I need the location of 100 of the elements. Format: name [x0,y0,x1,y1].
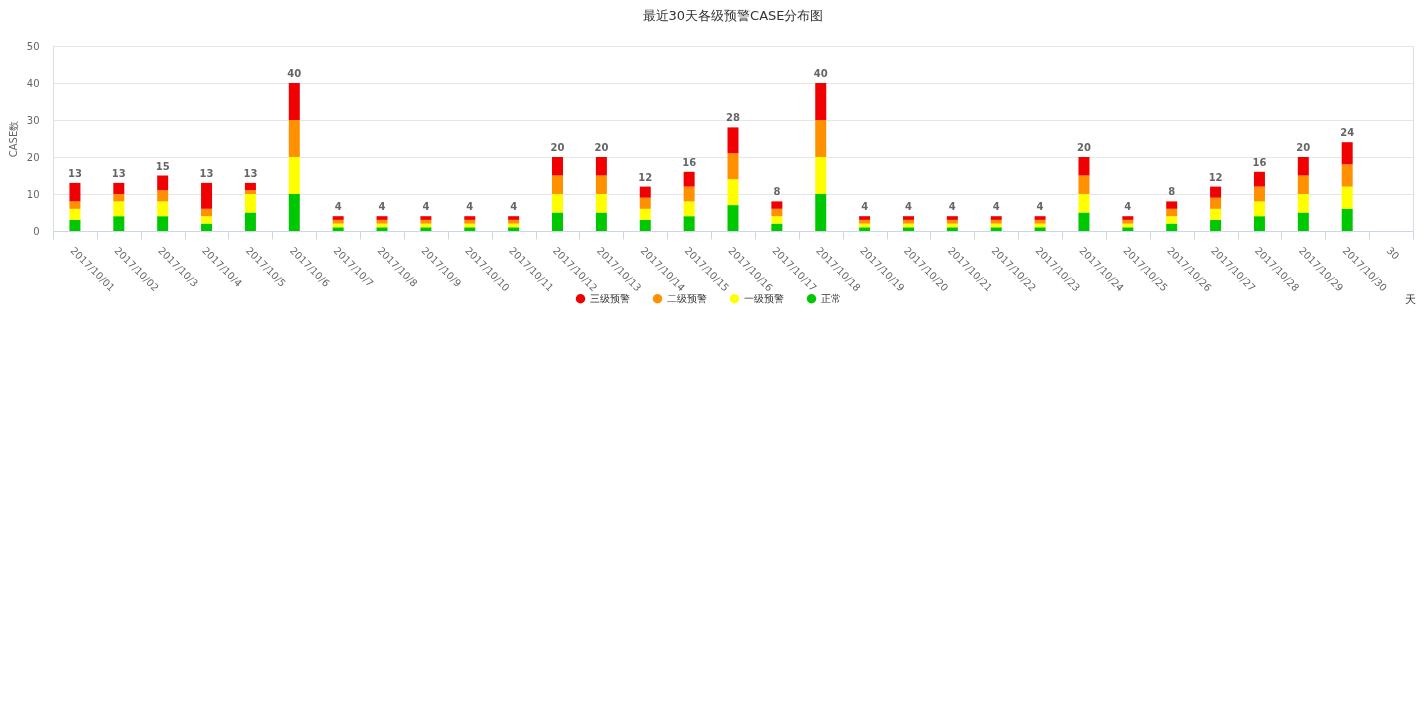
bar [1297,194,1309,213]
legend-label: 正常 [821,292,841,304]
total-label: 13 [199,167,214,179]
bar [683,216,695,231]
y-tick-label: 20 [26,151,40,163]
bar [1122,219,1134,224]
total-label: 4 [948,201,956,213]
bar [201,216,213,224]
bar [69,182,81,202]
total-label: 40 [813,68,828,79]
bar [157,216,169,231]
total-label: 4 [334,201,342,213]
total-label: 40 [287,68,302,79]
y-axis-title: CASE数 [7,120,19,158]
total-label: 4 [992,201,1000,213]
bar [1034,227,1046,231]
bar [201,208,213,217]
total-label: 20 [594,142,609,153]
total-label: 16 [1252,156,1267,168]
bar [1341,142,1353,165]
total-label: 12 [1208,171,1223,183]
bar [1122,216,1134,220]
bar [990,216,1002,220]
y-tick-label: 40 [26,77,40,89]
bar [113,182,125,194]
total-label: 4 [861,201,869,213]
bar [1078,212,1090,231]
bar [1166,201,1178,209]
bar [420,216,432,220]
total-label: 8 [773,186,781,198]
bar [1253,201,1265,217]
bar [69,219,81,231]
bar [376,219,388,224]
bar [1166,223,1178,231]
bar [1210,197,1222,209]
bar [157,190,169,202]
bar [639,186,651,198]
bar [771,223,783,231]
total-label: 4 [510,201,518,213]
bar [113,194,125,202]
y-tick-label: 50 [26,40,40,52]
total-label: 13 [243,167,258,179]
bar [288,83,300,120]
bar [595,194,607,213]
bar [288,194,300,231]
bar [157,175,169,191]
bar [1166,216,1178,224]
bar [683,186,695,202]
bar [464,227,476,231]
bar [157,201,169,217]
bar [771,208,783,217]
bar [1341,186,1353,209]
bar [288,157,300,194]
bar [859,227,871,231]
total-label: 4 [1124,201,1132,213]
y-tick-label: 10 [26,188,40,200]
bar [1034,216,1046,220]
bar [376,216,388,220]
bar [1210,186,1222,198]
chart-title: 最近30天各级预警CASE分布图 [642,8,824,23]
bar [595,212,607,231]
total-label: 20 [1296,142,1311,153]
bar [332,227,344,231]
bar [1078,157,1090,176]
bar [552,175,564,194]
bar [727,153,739,180]
bar [639,208,651,220]
bar [815,120,827,157]
bar [508,216,520,220]
bar [1297,212,1309,231]
bar [420,227,432,231]
bar [815,194,827,231]
bar [288,120,300,157]
bar [946,219,958,224]
legend-label: 二级预警 [667,292,707,304]
bar [727,127,739,154]
legend-label: 一级预警 [744,292,784,304]
bar [595,157,607,176]
total-label: 16 [682,156,697,168]
total-label: 20 [1077,142,1091,153]
bar [552,194,564,213]
bar [639,219,651,231]
bar [1253,216,1265,231]
bar [1078,175,1090,194]
bar [815,83,827,120]
bar [464,219,476,224]
bar [376,227,388,231]
bar [859,216,871,220]
bar [1122,227,1134,231]
total-label: 8 [1168,186,1176,198]
bar [552,212,564,231]
bar [595,175,607,194]
total-label: 4 [466,201,474,213]
total-label: 4 [1036,201,1044,213]
y-tick-label: 0 [33,225,40,237]
bar [902,227,914,231]
bar [113,201,125,217]
bar [1210,208,1222,220]
total-label: 4 [422,201,430,213]
x-axis-title: 天 [1404,292,1416,306]
